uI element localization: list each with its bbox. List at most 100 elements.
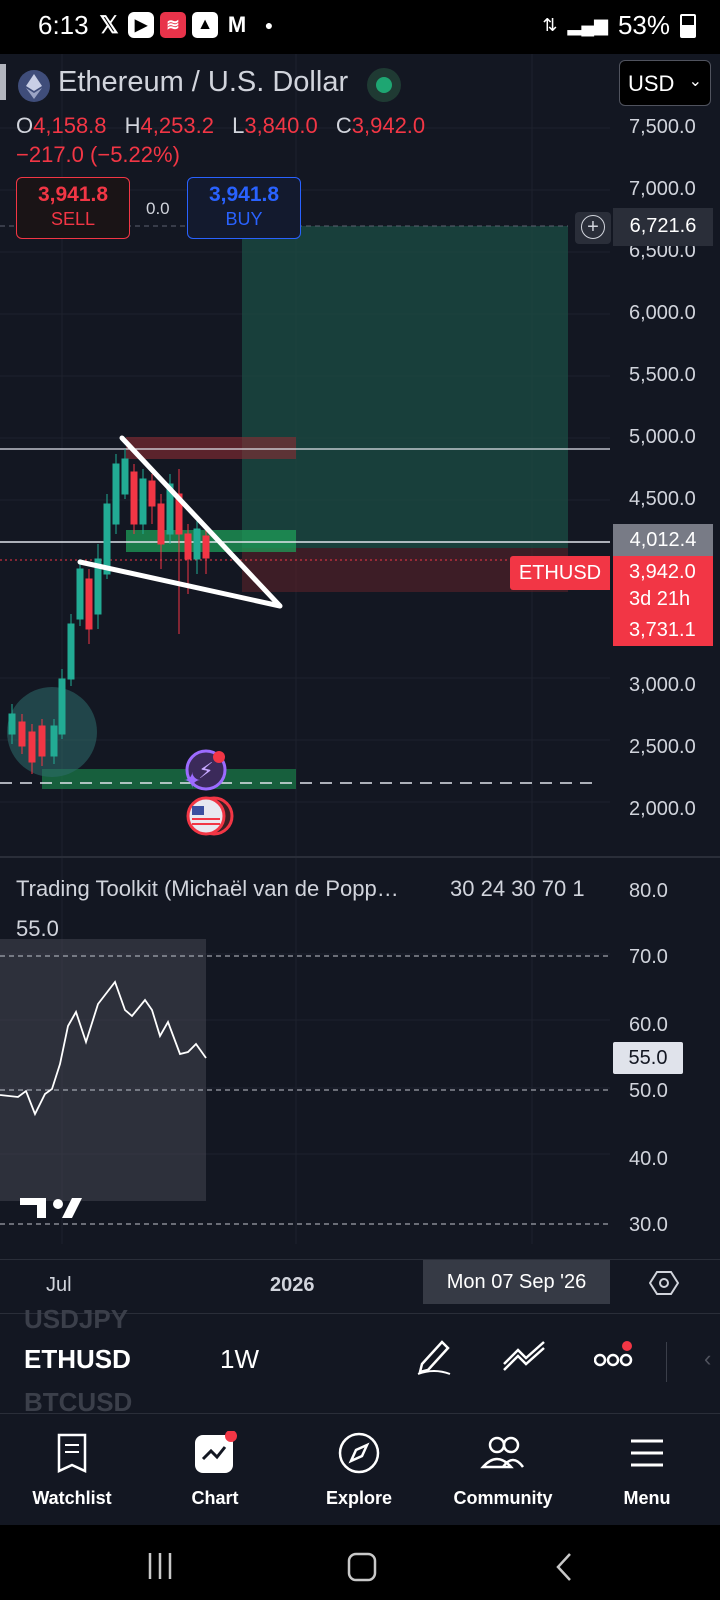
candles bbox=[8, 449, 210, 774]
status-time: 6:13 bbox=[38, 10, 89, 40]
indicators-icon bbox=[503, 1341, 545, 1371]
gmail-icon: M bbox=[227, 12, 247, 37]
recent-apps-icon bbox=[148, 1553, 172, 1579]
price-change: −217.0 (−5.22%) bbox=[16, 142, 180, 167]
indicator-tick: 70.0 bbox=[629, 946, 668, 968]
ohlc-values: O4,158.8 H4,253.2 L3,840.0 C3,942.0 bbox=[16, 113, 426, 138]
nav-label: Explore bbox=[325, 1488, 393, 1508]
nav-label: Chart bbox=[191, 1488, 239, 1508]
sell-price: 3,941.8 bbox=[37, 183, 109, 206]
more-options-button[interactable] bbox=[593, 1340, 634, 1379]
supply-zone bbox=[126, 437, 296, 459]
svg-text:⚡: ⚡ bbox=[198, 759, 213, 784]
nav-explore[interactable]: Explore bbox=[294, 1428, 424, 1509]
wedge-pattern-drawing bbox=[77, 435, 283, 609]
nav-chart[interactable]: Chart bbox=[150, 1428, 280, 1509]
sell-button[interactable]: 3,941.8 SELL bbox=[16, 177, 130, 239]
nav-label: Menu bbox=[623, 1488, 671, 1508]
bottom-nav: Watchlist Chart Explore Community Menu bbox=[0, 1413, 720, 1526]
signal-icon: ▂▄▆ bbox=[567, 15, 608, 35]
community-icon bbox=[480, 1436, 525, 1469]
market-open-indicator bbox=[367, 68, 401, 102]
symbol-prev[interactable]: USDJPY bbox=[24, 1304, 129, 1334]
nav-menu[interactable]: Menu bbox=[582, 1428, 712, 1509]
nav-watchlist[interactable]: Watchlist bbox=[7, 1428, 137, 1509]
status-right: ⇅ ▂▄▆ 53% bbox=[542, 10, 696, 41]
time-label-jul: Jul bbox=[46, 1274, 72, 1296]
buy-price: 3,941.8 bbox=[208, 183, 280, 206]
time-axis[interactable] bbox=[0, 1259, 720, 1314]
buy-button[interactable]: 3,941.8 BUY bbox=[187, 177, 301, 239]
symbol-price-tag: ETHUSD bbox=[510, 556, 610, 590]
crosshair-date-tag: Mon 07 Sep '26 bbox=[423, 1260, 610, 1304]
price-tick: 3,000.0 bbox=[629, 674, 696, 696]
chart-canvas[interactable]: ⚡ ✦ bbox=[0, 54, 720, 1313]
back-button[interactable] bbox=[552, 1551, 576, 1588]
price-tick: 2,500.0 bbox=[629, 736, 696, 758]
chart-settings-button[interactable] bbox=[648, 1268, 680, 1303]
line-price-tag: 4,012.4 bbox=[613, 524, 713, 556]
indicator-history-shade bbox=[0, 939, 206, 1201]
price-tick: 7,500.0 bbox=[629, 116, 696, 138]
sell-label: SELL bbox=[50, 209, 96, 229]
nav-community[interactable]: Community bbox=[438, 1428, 568, 1509]
data-icon: ⇅ bbox=[542, 15, 558, 35]
currency-select[interactable]: USD ⌄ bbox=[619, 60, 711, 106]
plus-circle-icon: + bbox=[581, 215, 605, 239]
nav-label: Watchlist bbox=[32, 1488, 112, 1508]
pencil-icon bbox=[417, 1340, 451, 1375]
interval-selector[interactable]: 1W bbox=[220, 1344, 259, 1374]
indicator-value: 55.0 bbox=[16, 916, 59, 941]
last-price: 3,942.0 bbox=[629, 561, 696, 583]
indicator-tick: 30.0 bbox=[629, 1214, 668, 1236]
back-icon bbox=[556, 1553, 571, 1581]
price-tick: 7,000.0 bbox=[629, 178, 696, 200]
price-tick: 6,000.0 bbox=[629, 302, 696, 324]
x-app-icon: 𝕏 bbox=[99, 11, 119, 39]
indicator-title[interactable]: Trading Toolkit (Michaël van de Popp… bbox=[16, 876, 399, 901]
pane-edge bbox=[0, 64, 6, 100]
bar-countdown: 3d 21h bbox=[629, 588, 691, 610]
low-price-tag: 3,731.1 bbox=[629, 619, 696, 641]
position-profit-zone bbox=[242, 226, 568, 548]
price-tick: 2,000.0 bbox=[629, 798, 696, 820]
tradingview-logo bbox=[20, 1198, 82, 1218]
indicator-params: 30 24 30 70 1 bbox=[450, 876, 585, 901]
price-tick: 4,500.0 bbox=[629, 488, 696, 510]
settings-hexagon-icon bbox=[648, 1271, 680, 1295]
home-button[interactable] bbox=[346, 1551, 378, 1588]
more-dots-icon bbox=[593, 1341, 633, 1367]
drawing-tools-button[interactable] bbox=[414, 1332, 454, 1381]
indicators-button[interactable] bbox=[500, 1334, 548, 1379]
symbol-title[interactable]: Ethereum / U.S. Dollar bbox=[58, 66, 349, 98]
home-icon bbox=[347, 1552, 377, 1582]
gallery-icon: ▲ bbox=[192, 12, 218, 38]
demand-zone bbox=[126, 530, 296, 552]
chevron-down-icon: ⌄ bbox=[688, 73, 702, 90]
system-navigation-bar bbox=[0, 1525, 720, 1600]
status-bar: 6:13 𝕏 ▶ ≋ ▲ M ● ⇅ ▂▄▆ 53% bbox=[0, 0, 720, 54]
nav-label: Community bbox=[453, 1488, 553, 1508]
buy-label: BUY bbox=[225, 209, 263, 229]
svg-text:✦: ✦ bbox=[183, 769, 201, 794]
youtube-icon: ▶ bbox=[128, 12, 154, 38]
indicator-value-tag: 55.0 bbox=[613, 1042, 683, 1074]
chart-toolbar: USDJPY ETHUSD BTCUSD 1W ‹ bbox=[0, 1304, 720, 1417]
price-tick: 5,000.0 bbox=[629, 426, 696, 448]
indicator-tick: 50.0 bbox=[629, 1080, 668, 1102]
add-alert-button[interactable]: + bbox=[575, 212, 611, 244]
symbol-selector[interactable]: ETHUSD bbox=[24, 1344, 131, 1374]
us-flag-event-icon bbox=[186, 796, 226, 836]
notification-icons: 𝕏 ▶ ≋ ▲ M ● bbox=[96, 11, 282, 39]
recent-apps-button[interactable] bbox=[146, 1551, 176, 1586]
toolbar-divider bbox=[666, 1342, 667, 1382]
time-label-2026: 2026 bbox=[270, 1274, 315, 1296]
ethereum-icon bbox=[18, 70, 50, 102]
chart-icon bbox=[195, 1431, 237, 1473]
watchlist-icon bbox=[57, 1433, 87, 1473]
hamburger-menu-icon bbox=[631, 1439, 663, 1467]
indicator-tick: 80.0 bbox=[629, 880, 668, 902]
collapse-toolbar-icon[interactable]: ‹ bbox=[704, 1346, 712, 1371]
symbol-next[interactable]: BTCUSD bbox=[24, 1387, 133, 1417]
indicator-tick: 40.0 bbox=[629, 1148, 668, 1170]
